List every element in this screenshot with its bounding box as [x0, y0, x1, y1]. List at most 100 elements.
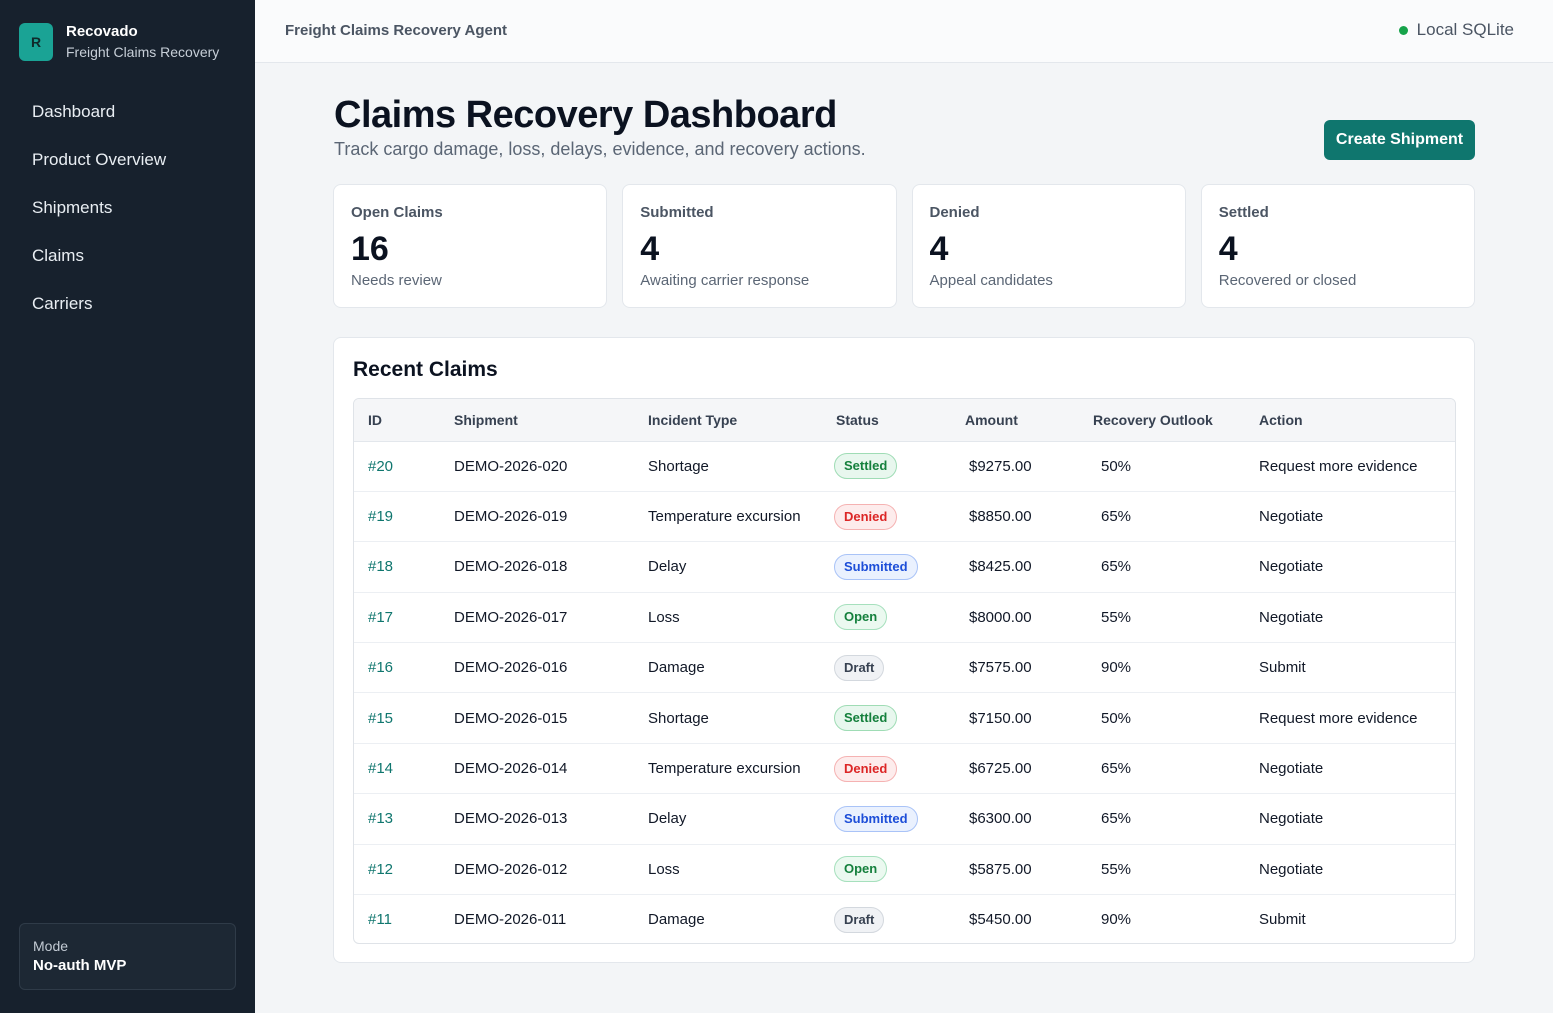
- stat-note: Awaiting carrier response: [640, 272, 810, 289]
- stat-label: Submitted: [640, 204, 714, 221]
- column-header-id[interactable]: ID: [354, 399, 440, 442]
- sidebar-item-shipments[interactable]: Shipments: [32, 198, 113, 217]
- action-cell: Negotiate: [1245, 592, 1455, 644]
- amount-cell: $8425.00: [951, 541, 1079, 593]
- action-cell: Submit: [1259, 911, 1306, 929]
- table-row[interactable]: #11 DEMO-2026-011 Damage Draft $5450.00 90% Su…: [354, 895, 1455, 943]
- status-badge: Draft: [834, 654, 885, 681]
- recovery-outlook-cell: 90%: [1079, 642, 1245, 694]
- brand-subtitle: Freight Claims Recovery: [66, 44, 220, 60]
- brand-name: Recovado: [66, 23, 138, 40]
- table-row[interactable]: #16 DEMO-2026-016 Damage Draft $7575.00 90% Su…: [354, 642, 1455, 694]
- column-header-amount[interactable]: Amount: [951, 399, 1079, 442]
- column-header-recovery-outlook[interactable]: Recovery Outlook: [1079, 399, 1245, 442]
- claim-id-link[interactable]: #16: [368, 659, 394, 677]
- stat-value: 4: [1218, 230, 1238, 268]
- page-subtitle: Track cargo damage, loss, delays, eviden…: [334, 139, 866, 159]
- column-header-action[interactable]: Action: [1245, 399, 1455, 442]
- stat-label: Open Claims: [351, 204, 443, 221]
- incident-type-cell: Temperature excursion: [634, 491, 822, 543]
- brand[interactable]: R Recovado Freight Claims Recovery: [19, 22, 219, 62]
- claim-id-link[interactable]: #14: [368, 760, 394, 778]
- claim-id-link[interactable]: #17: [368, 608, 394, 626]
- status-badge: Draft: [834, 906, 885, 933]
- stat-note: Recovered or closed: [1218, 272, 1357, 289]
- claim-id-link[interactable]: #19: [368, 508, 394, 526]
- status-badge: Submitted: [834, 553, 918, 580]
- recovery-outlook-cell: 65%: [1079, 541, 1245, 593]
- amount-cell: $5875.00: [951, 844, 1079, 896]
- stats-row: Open Claims 16 Needs review Submitted 4 …: [333, 184, 1475, 308]
- stat-card-open-claims: Open Claims 16 Needs review: [333, 184, 608, 308]
- table-row[interactable]: #14 DEMO-2026-014 Temperature excursion Den…: [354, 743, 1455, 795]
- stat-card-denied: Denied 4 Appeal candidates: [911, 184, 1186, 308]
- topbar: Freight Claims Recovery Agent Local SQLi…: [255, 0, 1553, 63]
- action-cell: Negotiate: [1245, 743, 1455, 795]
- amount-cell: $9275.00: [951, 441, 1079, 492]
- table-row[interactable]: #17 DEMO-2026-017 Loss Open $8000.00 55% Negot…: [354, 592, 1455, 644]
- claims-table: ID Shipment Incident Type Status Amount …: [353, 398, 1456, 944]
- incident-type-cell: Delay: [634, 541, 822, 593]
- status-badge: Submitted: [834, 805, 918, 832]
- table-row[interactable]: #20 DEMO-2026-020 Shortage Settled $9275.00 5…: [354, 441, 1455, 492]
- claim-id-link[interactable]: #11: [368, 911, 392, 929]
- db-status: Local SQLite: [1398, 20, 1514, 40]
- sidebar: R Recovado Freight Claims Recovery Dashb…: [0, 0, 255, 1013]
- column-header-shipment[interactable]: Shipment: [440, 399, 634, 442]
- recent-claims-title: Recent Claims: [353, 358, 498, 381]
- sidebar-item-carriers[interactable]: Carriers: [32, 294, 93, 313]
- column-header-incident-type[interactable]: Incident Type: [634, 399, 822, 442]
- table-row[interactable]: #19 DEMO-2026-019 Temperature excursion Den…: [354, 491, 1455, 543]
- stat-note: Needs review: [351, 272, 442, 289]
- recovery-outlook-cell: 65%: [1079, 793, 1245, 845]
- stat-value: 4: [640, 230, 660, 268]
- mode-box: Mode No-auth MVP: [19, 923, 236, 990]
- stat-note: Appeal candidates: [929, 272, 1053, 289]
- action-cell: Negotiate: [1245, 541, 1455, 593]
- amount-cell: $7575.00: [951, 642, 1079, 694]
- recovery-outlook-cell: 90%: [1101, 911, 1132, 929]
- shipment-cell: DEMO-2026-015: [440, 692, 634, 744]
- action-cell: Request more evidence: [1245, 692, 1455, 744]
- create-shipment-button[interactable]: Create Shipment: [1324, 120, 1475, 160]
- incident-type-cell: Shortage: [634, 692, 822, 744]
- stat-card-submitted: Submitted 4 Awaiting carrier response: [622, 184, 897, 308]
- incident-type-cell: Shortage: [634, 441, 822, 492]
- incident-type-cell: Loss: [634, 844, 822, 896]
- shipment-cell: DEMO-2026-016: [440, 642, 634, 694]
- table-row[interactable]: #12 DEMO-2026-012 Loss Open $5875.00 55% Negot…: [354, 844, 1455, 896]
- claim-id-link[interactable]: #18: [368, 558, 394, 576]
- sidebar-item-product-overview[interactable]: Product Overview: [32, 150, 167, 169]
- action-cell: Negotiate: [1245, 793, 1455, 845]
- claim-id-link[interactable]: #15: [368, 709, 394, 727]
- amount-cell: $8850.00: [951, 491, 1079, 543]
- action-cell: Negotiate: [1245, 491, 1455, 543]
- amount-cell: $5450.00: [969, 911, 1032, 929]
- status-badge: Open: [834, 604, 888, 631]
- column-header-status[interactable]: Status: [822, 399, 951, 442]
- claim-id-link[interactable]: #13: [368, 810, 394, 828]
- status-badge: Settled: [834, 705, 898, 732]
- shipment-cell: DEMO-2026-014: [440, 743, 634, 795]
- recovery-outlook-cell: 55%: [1079, 592, 1245, 644]
- sidebar-item-claims[interactable]: Claims: [32, 246, 84, 265]
- status-badge: Settled: [834, 453, 898, 480]
- claim-id-link[interactable]: #12: [368, 860, 394, 878]
- table-row[interactable]: #18 DEMO-2026-018 Delay Submitted $8425.00 65…: [354, 541, 1455, 593]
- app-title: Freight Claims Recovery Agent: [285, 22, 508, 39]
- amount-cell: $8000.00: [951, 592, 1079, 644]
- recovery-outlook-cell: 65%: [1079, 491, 1245, 543]
- table-row[interactable]: #13 DEMO-2026-013 Delay Submitted $6300.00 65…: [354, 793, 1455, 845]
- recent-claims-panel: Recent Claims ID Shipment Incident Type …: [333, 337, 1475, 963]
- shipment-cell: DEMO-2026-017: [440, 592, 634, 644]
- status-dot-icon: [1398, 25, 1408, 35]
- incident-type-cell: Temperature excursion: [634, 743, 822, 795]
- amount-cell: $7150.00: [951, 692, 1079, 744]
- claim-id-link[interactable]: #20: [368, 457, 394, 475]
- table-row[interactable]: #15 DEMO-2026-015 Shortage Settled $7150.00 5…: [354, 692, 1455, 744]
- action-cell: Request more evidence: [1245, 441, 1455, 492]
- shipment-cell: DEMO-2026-019: [440, 491, 634, 543]
- sidebar-item-dashboard[interactable]: Dashboard: [32, 102, 116, 121]
- shipment-cell: DEMO-2026-013: [440, 793, 634, 845]
- table-header-row: ID Shipment Incident Type Status Amount …: [354, 399, 1455, 442]
